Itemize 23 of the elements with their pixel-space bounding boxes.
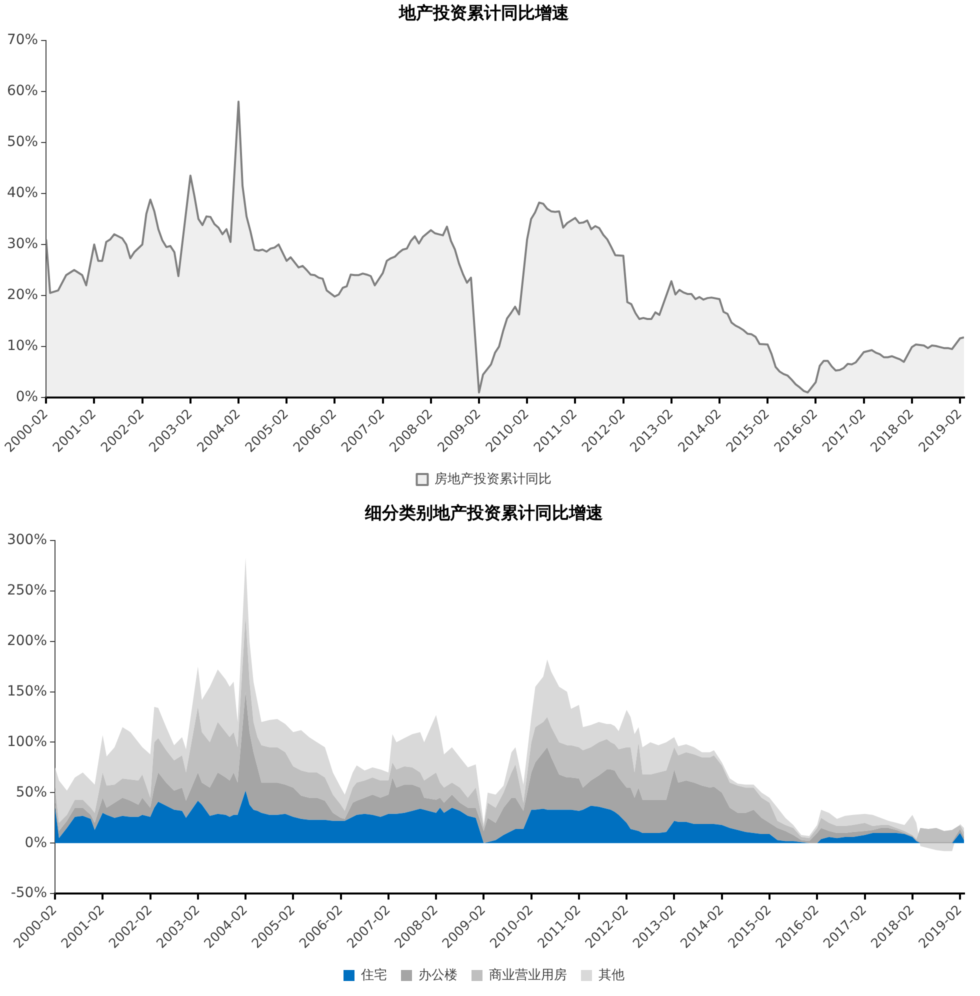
y-tick-label: 300%: [6, 532, 48, 548]
chart-title: 地产投资累计同比增速: [398, 4, 569, 24]
y-tick-label: 100%: [6, 734, 48, 750]
y-tick-label: 40%: [6, 185, 38, 202]
y-tick-label: 250%: [6, 582, 48, 598]
legend-label: 办公楼: [418, 968, 458, 983]
y-tick-label: 50%: [6, 134, 38, 150]
y-tick-label: 70%: [6, 32, 38, 48]
y-tick-label: -50%: [10, 885, 48, 902]
legend-label: 房地产投资累计同比: [434, 470, 552, 487]
legend-label: 住宅: [360, 966, 387, 983]
legend-label: 商业营业用房: [489, 966, 567, 983]
y-tick-label: 20%: [6, 287, 38, 304]
y-tick-label: 10%: [6, 338, 38, 354]
y-tick-label: 200%: [6, 632, 48, 649]
y-tick-label: 30%: [6, 236, 38, 252]
y-tick-label: 0%: [24, 834, 48, 851]
legend-label: 其他: [598, 968, 624, 983]
y-tick-label: 60%: [6, 83, 38, 100]
y-tick-label: 0%: [16, 389, 38, 406]
y-tick-label: 150%: [6, 683, 48, 700]
chart-title: 细分类别地产投资累计同比增速: [364, 504, 603, 524]
y-tick-label: 50%: [16, 784, 48, 800]
